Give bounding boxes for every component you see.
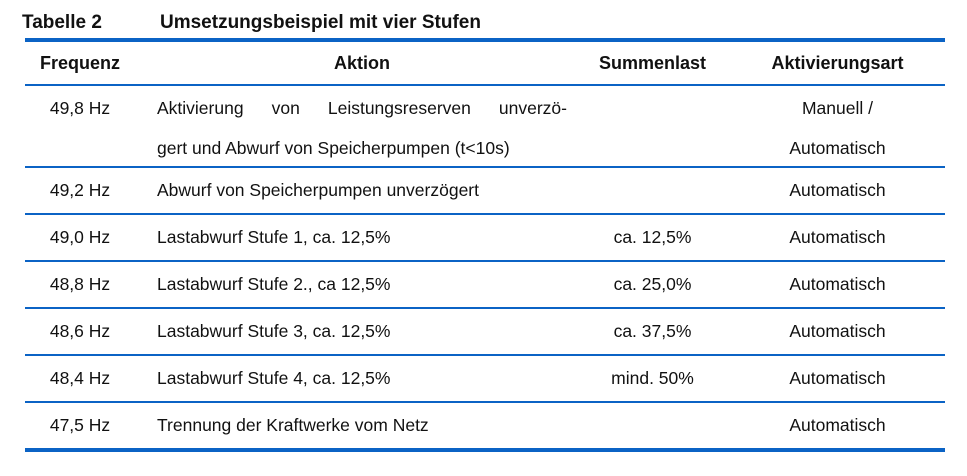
aktivierungsart-cell: Manuell / Automatisch: [730, 88, 945, 168]
table-row: 48,4 Hz Lastabwurf Stufe 4, ca. 12,5% mi…: [25, 356, 945, 403]
table-row: 49,2 Hz Abwurf von Speicherpumpen unverz…: [25, 168, 945, 215]
aktivierungsart-line1: Manuell /: [801, 98, 873, 118]
column-header-summenlast: Summenlast: [598, 52, 707, 73]
table-row: 49,8 Hz Aktivierung von Leistungsreserve…: [25, 86, 945, 168]
aktion-text-line1: Aktivierung von Leistungsreserven unverz…: [157, 98, 567, 118]
aktion-cell: Lastabwurf Stufe 4, ca. 12,5%: [157, 368, 391, 388]
column-header-frequenz: Frequenz: [39, 52, 120, 73]
frequenz-cell: 49,0 Hz: [49, 227, 111, 247]
frequenz-cell: 49,2 Hz: [49, 180, 111, 200]
data-table: Frequenz Aktion Summenlast Aktivierungsa…: [25, 38, 945, 452]
frequenz-cell: 48,4 Hz: [49, 368, 111, 388]
aktivierungsart-cell: Automatisch: [789, 274, 886, 294]
aktivierungsart-cell: Automatisch: [789, 321, 886, 341]
table-row: 48,8 Hz Lastabwurf Stufe 2., ca 12,5% ca…: [25, 262, 945, 309]
aktivierungsart-cell: Automatisch: [789, 368, 886, 388]
table-row: 48,6 Hz Lastabwurf Stufe 3, ca. 12,5% ca…: [25, 309, 945, 356]
aktion-cell: Aktivierung von Leistungsreserven unverz…: [135, 88, 575, 168]
aktivierungsart-cell: Automatisch: [789, 180, 886, 200]
aktivierungsart-line2: Automatisch: [789, 138, 886, 158]
aktion-cell: Trennung der Kraftwerke vom Netz: [157, 415, 429, 435]
aktion-cell: Lastabwurf Stufe 1, ca. 12,5%: [157, 227, 391, 247]
summenlast-cell: ca. 37,5%: [613, 321, 692, 341]
table-caption: Tabelle 2 Umsetzungsbeispiel mit vier St…: [22, 11, 481, 34]
column-header-aktivierungsart: Aktivierungsart: [771, 52, 904, 73]
summenlast-cell: ca. 12,5%: [613, 227, 692, 247]
aktivierungsart-cell: Automatisch: [789, 227, 886, 247]
frequenz-cell: 49,8 Hz: [49, 98, 111, 118]
table-caption-label: Tabelle 2: [22, 12, 102, 33]
aktion-cell: Lastabwurf Stufe 3, ca. 12,5%: [157, 321, 391, 341]
table-row: 49,0 Hz Lastabwurf Stufe 1, ca. 12,5% ca…: [25, 215, 945, 262]
table-caption-text: Umsetzungsbeispiel mit vier Stufen: [160, 12, 481, 33]
column-header-aktion: Aktion: [334, 52, 390, 73]
summenlast-cell: ca. 25,0%: [613, 274, 692, 294]
aktion-cell: Abwurf von Speicherpumpen unverzögert: [157, 180, 479, 200]
aktion-text-line2: gert und Abwurf von Speicherpumpen (t<10…: [157, 138, 510, 158]
frequenz-cell: 48,6 Hz: [49, 321, 111, 341]
table-row: 47,5 Hz Trennung der Kraftwerke vom Netz…: [25, 403, 945, 448]
table-header-row: Frequenz Aktion Summenlast Aktivierungsa…: [25, 42, 945, 86]
frequenz-cell: 48,8 Hz: [49, 274, 111, 294]
frequenz-cell: 47,5 Hz: [49, 415, 111, 435]
aktivierungsart-cell: Automatisch: [789, 415, 886, 435]
summenlast-cell: mind. 50%: [611, 368, 694, 388]
aktion-cell: Lastabwurf Stufe 2., ca 12,5%: [157, 274, 391, 294]
